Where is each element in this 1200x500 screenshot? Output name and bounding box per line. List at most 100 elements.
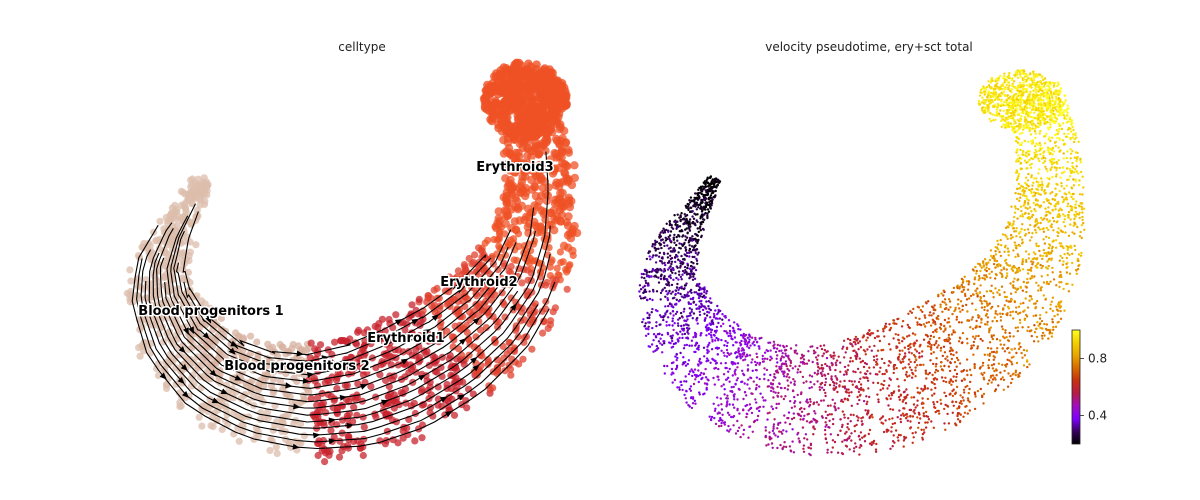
cell-point (490, 235, 498, 244)
pseudotime-point (1061, 256, 1064, 260)
pseudotime-point (995, 319, 999, 323)
pseudotime-point (644, 327, 648, 330)
pseudotime-point (888, 418, 891, 421)
pseudotime-point (1043, 334, 1046, 337)
pseudotime-point (685, 343, 689, 347)
pseudotime-point (1051, 209, 1054, 212)
pseudotime-point (970, 318, 973, 321)
pseudotime-point (655, 271, 659, 274)
pseudotime-point (673, 378, 677, 382)
pseudotime-point (744, 404, 747, 408)
pseudotime-point (1052, 229, 1055, 232)
pseudotime-point (1063, 218, 1067, 221)
pseudotime-point (992, 262, 996, 266)
pseudotime-point (1040, 334, 1044, 337)
pseudotime-point (771, 446, 774, 449)
pseudotime-point (973, 407, 977, 411)
pseudotime-point (1059, 270, 1062, 274)
pseudotime-point (740, 349, 743, 352)
pseudotime-point (995, 338, 999, 341)
pseudotime-point (1060, 182, 1063, 185)
pseudotime-point (1080, 224, 1084, 227)
pseudotime-point (733, 398, 736, 401)
pseudotime-point (890, 430, 893, 433)
pseudotime-point (786, 373, 789, 376)
pseudotime-point (918, 363, 922, 367)
pseudotime-point (696, 316, 699, 320)
pseudotime-point (704, 367, 707, 371)
pseudotime-point (1027, 325, 1030, 329)
pseudotime-point (678, 336, 681, 340)
pseudotime-point (1061, 166, 1065, 169)
pseudotime-point (659, 277, 663, 281)
pseudotime-point (858, 438, 862, 441)
cell-point (282, 350, 290, 358)
pseudotime-point (857, 348, 860, 351)
cell-point (557, 259, 565, 267)
pseudotime-point (684, 238, 687, 242)
pseudotime-point (1076, 225, 1079, 229)
pseudotime-point (883, 372, 886, 376)
pseudotime-point (1043, 142, 1047, 145)
pseudotime-point (773, 418, 776, 421)
pseudotime-point (739, 334, 743, 337)
pseudotime-point (863, 434, 867, 437)
pseudotime-point (1003, 304, 1006, 307)
pseudotime-point (977, 274, 981, 278)
pseudotime-point (850, 404, 853, 407)
pseudotime-point (1059, 87, 1063, 90)
cell-point (359, 451, 367, 460)
cell-point (154, 371, 162, 380)
pseudotime-point (690, 344, 694, 347)
pseudotime-point (683, 284, 687, 287)
pseudotime-point (936, 400, 939, 404)
pseudotime-point (1065, 262, 1068, 266)
cell-point (547, 317, 555, 325)
pseudotime-point (677, 340, 680, 343)
pseudotime-point (1032, 177, 1036, 180)
pseudotime-point (684, 228, 687, 231)
pseudotime-point (795, 352, 799, 355)
pseudotime-point (1009, 237, 1013, 240)
pseudotime-point (1009, 282, 1012, 285)
pseudotime-point (728, 329, 732, 333)
pseudotime-point (1066, 265, 1069, 269)
pseudotime-point (1077, 259, 1080, 263)
pseudotime-point (665, 283, 668, 286)
pseudotime-point (1049, 328, 1052, 332)
pseudotime-point (974, 326, 977, 329)
pseudotime-point (686, 266, 689, 270)
pseudotime-point (909, 346, 912, 349)
pseudotime-point (912, 307, 915, 311)
cell-point (218, 326, 226, 334)
pseudotime-point (1026, 228, 1030, 231)
pseudotime-point (1051, 136, 1054, 139)
pseudotime-point (1045, 132, 1048, 136)
pseudotime-point (1071, 231, 1074, 234)
pseudotime-point (1081, 218, 1084, 222)
pseudotime-point (1071, 161, 1074, 165)
pseudotime-point (1071, 192, 1075, 196)
pseudotime-point (843, 379, 846, 383)
cell-point (314, 451, 322, 460)
pseudotime-point (685, 273, 689, 276)
pseudotime-point (813, 383, 816, 386)
pseudotime-point (897, 439, 900, 442)
cell-point (349, 393, 357, 401)
pseudotime-point (945, 338, 948, 341)
pseudotime-point (865, 395, 868, 398)
pseudotime-point (994, 250, 997, 253)
pseudotime-point (1001, 312, 1004, 316)
pseudotime-point (763, 351, 767, 354)
pseudotime-point (1036, 321, 1039, 324)
pseudotime-point (673, 241, 676, 244)
pseudotime-point (922, 388, 925, 391)
pseudotime-point (927, 418, 931, 421)
pseudotime-point (824, 377, 828, 380)
pseudotime-point (789, 361, 793, 365)
pseudotime-point (947, 422, 951, 425)
pseudotime-point (756, 355, 759, 359)
pseudotime-point (1062, 152, 1065, 155)
pseudotime-point (889, 397, 892, 400)
pseudotime-point (1014, 191, 1017, 195)
